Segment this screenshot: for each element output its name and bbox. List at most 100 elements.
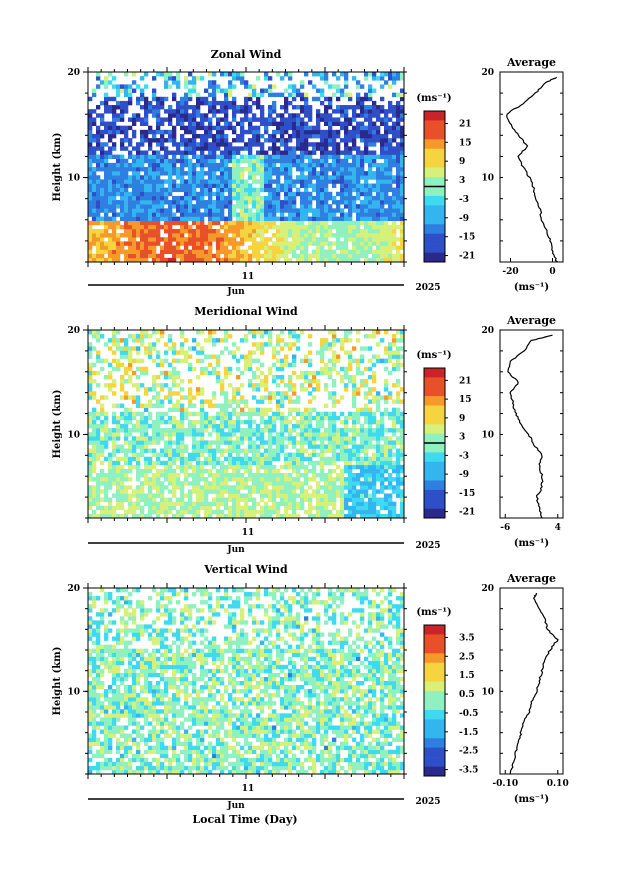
heatmap-cell	[88, 366, 93, 372]
heatmap-cell	[240, 436, 245, 441]
heatmap-cell	[124, 220, 129, 226]
heatmap-cell	[288, 191, 293, 197]
heatmap-cell	[356, 220, 361, 226]
heatmap-cell	[148, 175, 153, 180]
heatmap-cell	[252, 154, 257, 160]
heatmap-cell	[320, 171, 325, 176]
heatmap-cell	[140, 191, 145, 197]
heatmap-cell	[156, 509, 161, 515]
heatmap-cell	[204, 88, 209, 93]
heatmap-cell	[292, 117, 297, 122]
heatmap-cell	[240, 179, 245, 184]
heatmap-cell	[400, 76, 405, 81]
heatmap-cell	[212, 100, 217, 106]
heatmap-cell	[300, 150, 305, 155]
heatmap-cell	[304, 407, 309, 413]
heatmap-cell	[272, 220, 277, 226]
heatmap-cell	[248, 175, 253, 180]
heatmap-cell	[352, 387, 357, 392]
heatmap-cell	[196, 92, 201, 98]
heatmap-cell	[120, 477, 125, 482]
heatmap-cell	[300, 436, 305, 441]
heatmap-cell	[208, 460, 213, 466]
heatmap-cell	[196, 391, 201, 396]
heatmap-cell	[360, 464, 365, 470]
heatmap-cell	[288, 117, 293, 122]
heatmap-cell	[344, 456, 349, 462]
heatmap-cell	[260, 208, 265, 213]
heatmap-cell	[232, 129, 237, 135]
heatmap-cell	[120, 354, 125, 359]
heatmap-cell	[356, 183, 361, 188]
heatmap-cell	[252, 228, 257, 234]
heatmap-cell	[96, 473, 101, 478]
heatmap-cell	[168, 208, 173, 213]
heatmap-cell	[224, 448, 229, 453]
heatmap-cell	[312, 146, 317, 151]
heatmap-cell	[288, 158, 293, 164]
heatmap-cell	[224, 100, 229, 106]
heatmap-cell	[204, 200, 209, 205]
heatmap-cell	[116, 154, 121, 160]
heatmap-cell	[148, 228, 153, 234]
heatmap-cell	[248, 117, 253, 122]
heatmap-cell	[324, 415, 329, 421]
heatmap-cell	[352, 125, 357, 131]
heatmap-cell	[300, 125, 305, 131]
heatmap-cell	[252, 407, 257, 413]
heatmap-cell	[236, 440, 241, 445]
heatmap-cell	[88, 187, 93, 193]
heatmap-cell	[276, 138, 281, 143]
heatmap-cell	[188, 228, 193, 234]
heatmap-cell	[340, 513, 345, 519]
heatmap-cell	[256, 366, 261, 372]
heatmap-cell	[276, 233, 281, 238]
heatmap-cell	[400, 208, 405, 213]
heatmap-cell	[164, 432, 169, 437]
heatmap-cell	[212, 403, 217, 408]
heatmap-cell	[332, 167, 337, 172]
heatmap-cell	[280, 171, 285, 176]
heatmap-cell	[372, 142, 377, 147]
heatmap-cell	[140, 195, 145, 201]
heatmap-cell	[136, 154, 141, 160]
heatmap-cell	[308, 485, 313, 490]
heatmap-cell	[156, 362, 161, 368]
heatmap-cell	[92, 509, 97, 515]
heatmap-cell	[228, 121, 233, 126]
heatmap-cell	[288, 501, 293, 507]
heatmap-cell	[268, 497, 273, 502]
heatmap-cell	[252, 358, 257, 363]
heatmap-cell	[288, 171, 293, 176]
heatmap-cell	[248, 245, 253, 250]
heatmap-cell	[316, 419, 321, 425]
heatmap-cell	[184, 228, 189, 234]
heatmap-cell	[204, 224, 209, 230]
heatmap-cell	[276, 195, 281, 201]
heatmap-cell	[268, 117, 273, 122]
heatmap-cell	[376, 200, 381, 205]
heatmap-cell	[228, 237, 233, 242]
heatmap-cell	[264, 419, 269, 425]
heatmap-cell	[172, 350, 177, 355]
heatmap-cell	[104, 105, 109, 110]
heatmap-cell	[272, 162, 277, 168]
heatmap-cell	[108, 362, 113, 368]
heatmap-cell	[328, 253, 333, 259]
heatmap-cell	[100, 100, 105, 106]
heatmap-cell	[320, 113, 325, 118]
heatmap-cell	[288, 162, 293, 168]
heatmap-cell	[188, 212, 193, 217]
heatmap-cell	[168, 109, 173, 114]
heatmap-cell	[100, 113, 105, 118]
heatmap-cell	[180, 513, 185, 519]
heatmap-cell	[396, 191, 401, 197]
heatmap-cell	[376, 113, 381, 118]
heatmap-cell	[352, 415, 357, 421]
heatmap-cell	[392, 179, 397, 184]
heatmap-cell	[248, 237, 253, 242]
heatmap-cell	[332, 257, 337, 263]
heatmap-cell	[148, 224, 153, 230]
heatmap-cell	[400, 224, 405, 230]
heatmap-cell	[96, 216, 101, 221]
